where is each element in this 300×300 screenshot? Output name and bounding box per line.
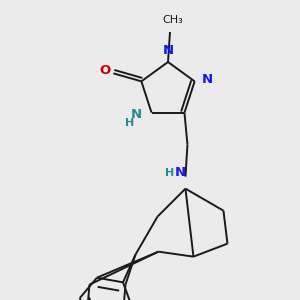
Text: H: H bbox=[125, 118, 134, 128]
Text: H: H bbox=[165, 168, 174, 178]
Text: N: N bbox=[175, 166, 186, 179]
Text: N: N bbox=[131, 108, 142, 121]
Text: N: N bbox=[202, 73, 213, 86]
Text: O: O bbox=[100, 64, 111, 77]
Text: N: N bbox=[162, 44, 174, 56]
Text: CH₃: CH₃ bbox=[163, 15, 183, 25]
